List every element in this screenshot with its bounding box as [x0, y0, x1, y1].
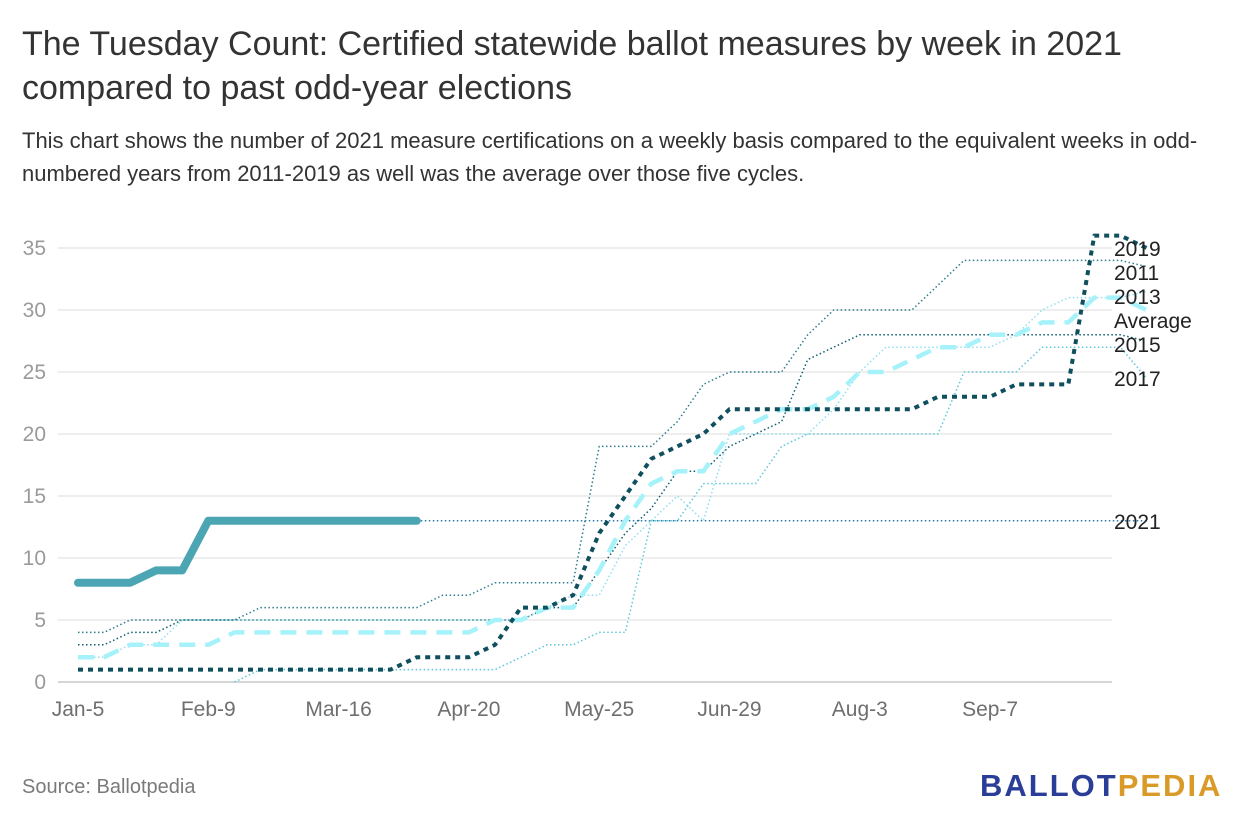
- x-tick-label: Apr-20: [437, 698, 500, 721]
- x-tick-label: Jun-29: [697, 698, 761, 721]
- x-tick-label: Aug-3: [832, 698, 888, 721]
- y-tick-label: 15: [23, 485, 46, 508]
- series-lines: [74, 233, 1148, 683]
- end-label-2017: 2017: [1114, 368, 1161, 391]
- end-label-2011: 2011: [1114, 262, 1159, 285]
- x-axis-ticks: Jan-5 Feb-9 Mar-16 Apr-20 May-25 Jun-29 Aug-3 S…: [52, 698, 1018, 721]
- logo-part-pedia: PEDIA: [1117, 768, 1223, 803]
- chart-subtitle: This chart shows the number of 2021 meas…: [22, 128, 1198, 186]
- end-label-average: Average: [1114, 310, 1192, 333]
- chart-title: The Tuesday Count: Certified statewide b…: [22, 25, 1122, 107]
- x-tick-label: Feb-9: [181, 698, 236, 721]
- y-tick-label: 25: [23, 361, 46, 384]
- series-line-2011: [78, 259, 1147, 634]
- series-line-2021: [74, 516, 421, 587]
- y-tick-label: 10: [23, 547, 46, 570]
- end-label-2015: 2015: [1114, 334, 1161, 357]
- x-tick-label: Jan-5: [52, 698, 105, 721]
- ballotpedia-logo: BALLOTPEDIA: [980, 768, 1222, 804]
- line-chart: 0 5 10 15 20 25 30 35 Jan-5 Feb-9 Mar-16 Apr-20 May…: [23, 233, 1192, 721]
- y-tick-label: 30: [23, 299, 46, 322]
- y-tick-label: 5: [34, 609, 46, 632]
- end-label-2019: 2019: [1114, 238, 1161, 261]
- y-axis-ticks: 0 5 10 15 20 25 30 35: [23, 237, 46, 694]
- x-tick-label: Mar-16: [305, 698, 372, 721]
- gridlines: [58, 247, 1112, 683]
- end-label-2013: 2013: [1114, 286, 1161, 309]
- y-tick-label: 0: [34, 671, 46, 694]
- x-tick-label: May-25: [564, 698, 634, 721]
- end-label-2021: 2021: [1114, 511, 1161, 534]
- y-tick-label: 20: [23, 423, 46, 446]
- series-line-2015: [78, 334, 1147, 646]
- x-tick-label: Sep-7: [962, 698, 1018, 721]
- y-tick-label: 35: [23, 237, 46, 260]
- series-line-2017: [234, 346, 1148, 683]
- series-line-2013: [78, 290, 1147, 658]
- logo-part-ballot: BALLOT: [980, 768, 1118, 803]
- series-line-average: [78, 295, 1148, 660]
- series-line-2019: [78, 233, 1148, 672]
- source-note: Source: Ballotpedia: [22, 776, 196, 798]
